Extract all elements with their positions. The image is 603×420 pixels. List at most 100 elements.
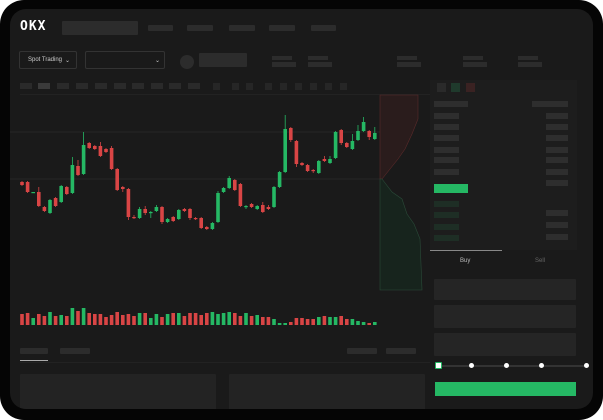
pair-dropdown[interactable]: ⌄ — [85, 51, 165, 69]
candle-body — [132, 217, 136, 219]
bid-price — [434, 212, 459, 218]
slider-handle[interactable] — [435, 362, 442, 369]
slider-dot[interactable] — [584, 363, 589, 368]
volume-bar — [300, 318, 304, 325]
stat-label — [518, 56, 538, 60]
timeframe-button[interactable] — [76, 83, 88, 89]
buy-button[interactable] — [435, 382, 576, 396]
volume-bar — [171, 313, 175, 325]
okx-logo[interactable]: OKX — [20, 19, 47, 34]
nav-item[interactable] — [311, 25, 336, 31]
volume-bar — [350, 319, 355, 325]
timeframe-button[interactable] — [114, 83, 126, 89]
ask-price — [434, 169, 459, 175]
stat-label — [397, 56, 417, 60]
volume-bar — [81, 308, 86, 325]
nav-item[interactable] — [187, 25, 213, 31]
volume-bar — [53, 316, 58, 325]
candle-body — [305, 165, 310, 171]
tab-sell[interactable]: Sell — [535, 258, 546, 264]
volume-bar — [311, 319, 315, 325]
order-book — [430, 80, 577, 250]
volume-bar — [37, 314, 41, 325]
timeframe-button[interactable] — [151, 83, 163, 89]
orderbook-header-price — [434, 101, 468, 107]
candle-body — [294, 141, 299, 164]
volume-bar — [266, 317, 271, 325]
depth-asks — [379, 94, 419, 180]
slider-dot[interactable] — [469, 363, 474, 368]
total-input[interactable] — [434, 333, 576, 356]
volume-bar — [20, 314, 24, 325]
volume-bar — [132, 316, 136, 325]
bid-price — [434, 224, 459, 230]
candle-body — [182, 209, 187, 211]
candle-body — [93, 146, 97, 149]
volume-bar — [305, 319, 310, 325]
volume-bar — [59, 315, 63, 325]
chart-tool-icon[interactable] — [246, 83, 253, 90]
timeframe-button[interactable] — [38, 83, 50, 89]
price-input[interactable] — [434, 279, 576, 300]
filter-button[interactable] — [386, 348, 416, 354]
candle-body — [261, 205, 265, 212]
chart-tool-icon[interactable] — [295, 83, 302, 90]
tab-buy[interactable]: Buy — [460, 258, 471, 264]
chart-tool-icon[interactable] — [213, 83, 220, 90]
volume-bar — [177, 313, 181, 325]
ask-amount — [546, 124, 568, 130]
volume-bar — [367, 323, 371, 325]
chart-tool-icon[interactable] — [325, 83, 332, 90]
volume-bar — [154, 314, 159, 325]
candle-body — [210, 223, 215, 229]
timeframe-button[interactable] — [57, 83, 69, 89]
candle-body — [104, 149, 108, 152]
slider-dot[interactable] — [539, 363, 544, 368]
amount-slider[interactable] — [438, 365, 588, 367]
candle-body — [317, 161, 321, 173]
filter-button[interactable] — [347, 348, 377, 354]
volume-bar — [277, 323, 282, 325]
volume-bar — [238, 316, 243, 325]
timeframe-button[interactable] — [188, 83, 200, 89]
stat-value — [463, 62, 487, 67]
nav-item[interactable] — [269, 25, 295, 31]
timeframe-button[interactable] — [132, 83, 144, 89]
timeframe-button[interactable] — [95, 83, 107, 89]
volume-bar — [121, 315, 125, 325]
candle-body — [277, 172, 282, 187]
orderbook-both-icon[interactable] — [437, 83, 446, 92]
candle-body — [233, 180, 237, 190]
volume-bar — [104, 317, 108, 325]
candle-body — [154, 207, 159, 211]
chart-tool-icon[interactable] — [280, 83, 287, 90]
volume-bar — [283, 323, 287, 325]
nav-item[interactable] — [229, 25, 255, 31]
chart-tool-icon[interactable] — [340, 83, 347, 90]
last-price — [434, 184, 468, 193]
volume-bar — [137, 313, 142, 325]
timeframe-button[interactable] — [169, 83, 181, 89]
orderbook-asks-icon[interactable] — [466, 83, 475, 92]
chart-tool-icon[interactable] — [232, 83, 239, 90]
divider — [20, 94, 430, 95]
timeframe-button[interactable] — [20, 83, 32, 89]
tab-open-orders[interactable] — [20, 348, 48, 354]
volume-bar — [98, 314, 103, 325]
amount-input[interactable] — [434, 305, 576, 328]
bid-amount — [546, 210, 568, 216]
candle-body — [238, 184, 243, 206]
volume-bar — [216, 314, 220, 325]
search-input[interactable] — [62, 21, 138, 35]
orderbook-bids-icon[interactable] — [451, 83, 460, 92]
tab-order-history[interactable] — [60, 348, 90, 354]
chart-tool-icon[interactable] — [265, 83, 272, 90]
ask-amount — [546, 135, 568, 141]
nav-item[interactable] — [148, 25, 173, 31]
candle-body — [193, 218, 198, 220]
slider-dot[interactable] — [504, 363, 509, 368]
chart-tool-icon[interactable] — [310, 83, 317, 90]
ask-amount — [546, 157, 568, 163]
volume-bar — [70, 308, 75, 325]
market-selector[interactable]: Spot Trading ⌄ — [19, 51, 77, 69]
